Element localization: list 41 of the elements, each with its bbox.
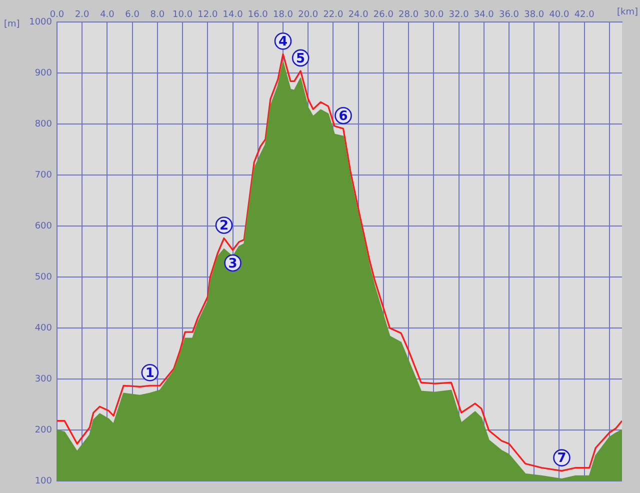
x-tick-label: 42.0 xyxy=(574,10,595,20)
x-tick-label: 18.0 xyxy=(272,10,294,20)
y-tick-label: 500 xyxy=(34,272,52,282)
x-tick-label: 40.0 xyxy=(549,10,570,20)
y-tick-label: 200 xyxy=(34,425,52,436)
x-tick-label: 10.0 xyxy=(172,10,193,20)
x-tick-label: 38.0 xyxy=(524,10,544,20)
x-tick-label: 30.0 xyxy=(424,10,444,20)
y-tick-label: 100 xyxy=(34,476,52,486)
annotation: 3 xyxy=(228,256,238,272)
y-tick-label: 700 xyxy=(34,170,52,180)
x-tick-label: 0.0 xyxy=(50,10,64,20)
x-tick-label: 26.0 xyxy=(373,10,394,20)
x-tick-label: 14.0 xyxy=(222,10,244,20)
y-tick-label: 900 xyxy=(34,68,52,78)
y-axis-title: [m] xyxy=(4,19,20,30)
x-tick-label: 6.0 xyxy=(125,10,140,20)
x-tick-label: 32.0 xyxy=(448,10,470,20)
y-tick-label: 800 xyxy=(34,119,52,130)
x-tick-label: 12.0 xyxy=(198,10,218,20)
x-tick-label: 24.0 xyxy=(348,10,369,20)
x-tick-label: 34.0 xyxy=(474,10,494,20)
annotation: 1 xyxy=(145,366,154,382)
x-axis-title: [km] xyxy=(616,7,638,18)
y-tick-label: 400 xyxy=(34,323,52,334)
x-tick-label: 20.0 xyxy=(298,10,318,20)
annotation: 2 xyxy=(219,218,229,234)
x-tick-label: 16.0 xyxy=(248,10,268,20)
y-tick-label: 1000 xyxy=(29,17,52,28)
annotation: 6 xyxy=(338,108,348,124)
x-tick-label: 4.0 xyxy=(100,10,115,20)
x-tick-label: 36.0 xyxy=(498,10,520,20)
annotation: 5 xyxy=(296,51,306,66)
annotation: 7 xyxy=(557,451,566,466)
annotation: 4 xyxy=(278,34,288,50)
x-tick-label: 2.0 xyxy=(74,10,90,20)
y-tick-label: 300 xyxy=(34,374,52,384)
x-tick-label: 8.0 xyxy=(150,10,165,20)
y-tick-label: 600 xyxy=(34,221,52,232)
x-tick-label: 28.0 xyxy=(398,10,419,20)
x-tick-label: 22.0 xyxy=(323,10,344,20)
